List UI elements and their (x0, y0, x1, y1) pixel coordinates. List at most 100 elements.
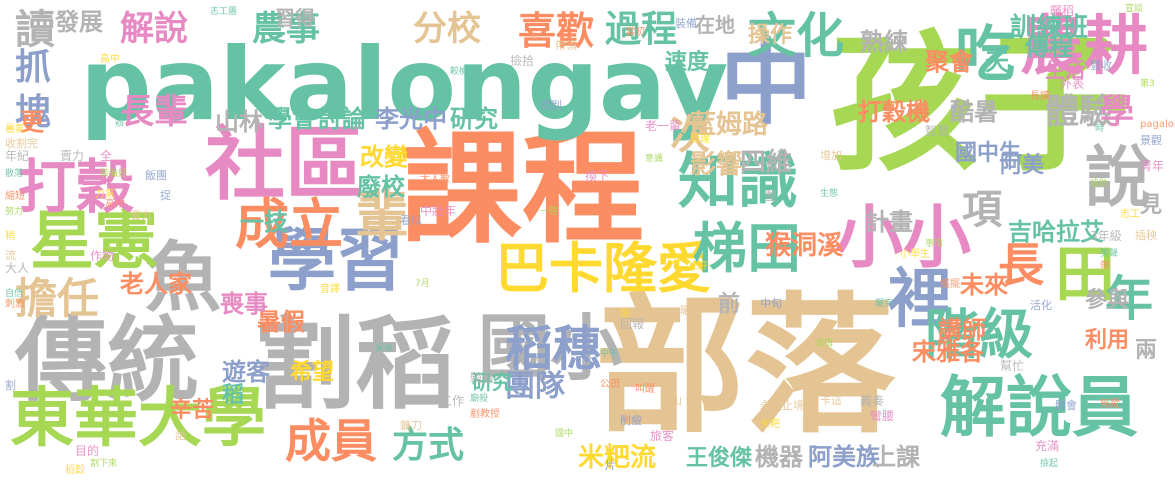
cloud-word: 國中生 (955, 141, 1022, 166)
cloud-word: 抓 (15, 47, 52, 88)
cloud-word-small: 米粑 (760, 419, 780, 430)
cloud-word-small: 宣談 (1125, 4, 1144, 14)
cloud-word: 計畫 (865, 208, 913, 236)
cloud-word-small: 流 (5, 249, 16, 262)
cloud-word: 星憲 (30, 205, 158, 279)
cloud-word-small: 辦 (115, 119, 125, 129)
cloud-word-small: 回報 (620, 317, 645, 331)
cloud-word-small: 提到 (540, 99, 562, 112)
cloud-word: 裡 (888, 263, 952, 337)
cloud-word-small: 景觀 (1140, 134, 1162, 147)
cloud-word: 學會 (268, 105, 316, 133)
cloud-word-small: 拖 (620, 309, 630, 320)
cloud-word-small: 整 (765, 189, 778, 203)
cloud-word-small: 曬完 (875, 299, 894, 309)
cloud-word: 參與 (1085, 288, 1130, 313)
cloud-word: 解說員 (940, 369, 1138, 446)
cloud-word-small: 無蹤 (1100, 399, 1120, 410)
cloud-word: 吉哈拉艾 (1008, 218, 1104, 246)
cloud-word-small: 年紀 (5, 149, 30, 163)
cloud-word: 階級 (925, 303, 1033, 366)
cloud-word-small: 資力 (130, 209, 152, 222)
cloud-word: 長輩 (120, 92, 188, 132)
cloud-word-small: 笑聲 (1100, 249, 1119, 259)
cloud-word: 研究 (450, 105, 498, 133)
cloud-word-small: 裝備 (675, 17, 697, 30)
cloud-word-small: 自信 (5, 289, 24, 299)
cloud-word: 項 (962, 187, 1002, 233)
cloud-word: 更 (20, 108, 44, 136)
cloud-word-small: 高中 (100, 54, 120, 65)
cloud-word: 塊 (15, 92, 52, 133)
cloud-word-small: 永無止境 (760, 399, 804, 412)
cloud-word: 成立 (235, 193, 343, 256)
cloud-word-small: 管理 (690, 134, 710, 145)
cloud-word-small: 青年 (1140, 159, 1165, 173)
cloud-word: 喜歡 (518, 9, 595, 53)
cloud-word: 巴卡隆愛 (495, 237, 711, 300)
cloud-word-small: 帶 (1100, 261, 1110, 272)
cloud-word: 說 (1085, 139, 1151, 216)
cloud-word-small: 3年級 (1090, 229, 1122, 243)
cloud-word-small: 幫忙 (1000, 359, 1025, 373)
cloud-word: 魚 (145, 233, 221, 322)
cloud-word-small: 大人 (5, 261, 30, 275)
cloud-word-small: 增加 (820, 149, 842, 162)
cloud-word: 東華大學 (10, 382, 266, 456)
cloud-word-small: 撿起 (1040, 459, 1059, 469)
cloud-word-small: 一整 (540, 207, 559, 217)
cloud-word-small: 看似 (400, 214, 422, 227)
cloud-word: 文化 (748, 8, 845, 64)
cloud-word-small: 全 (100, 149, 113, 163)
cloud-word: 社區 (205, 118, 365, 211)
cloud-word: 稻 (222, 383, 245, 408)
cloud-word: 天 (985, 48, 1009, 76)
cloud-word: 阿美族 (808, 443, 880, 471)
cloud-word: 米粑流 (578, 443, 657, 473)
cloud-word: 研究 (472, 370, 512, 394)
cloud-word: 見 (1140, 193, 1163, 218)
cloud-word: 打穀機 (858, 98, 930, 126)
cloud-word-small: 事情 (925, 239, 944, 249)
cloud-word: 國小 (478, 306, 623, 390)
cloud-word: 分校 (413, 9, 481, 49)
cloud-word-small: 中旬 (760, 297, 782, 310)
cloud-word: 上課 (872, 443, 920, 471)
cloud-word-small: 上午 (690, 261, 710, 272)
cloud-word-small: 國中 (555, 429, 574, 439)
cloud-word-small: 彎腰 (870, 409, 895, 423)
cloud-word: 宋雅各 (912, 338, 984, 366)
cloud-word-small: 志工團 (210, 7, 238, 17)
cloud-word: 傳程 (1025, 33, 1073, 61)
cloud-word-small: 長鑛 (1030, 91, 1050, 102)
cloud-word-small: 努力 (5, 207, 24, 217)
cloud-word: 李光中 (375, 105, 447, 133)
cloud-word-small: 割下來 (90, 459, 118, 469)
cloud-word: 希望 (290, 360, 335, 385)
cloud-word: 喪事 (220, 290, 268, 318)
cloud-word-small: 較機 (450, 67, 469, 77)
cloud-word: 輩 (355, 185, 409, 248)
cloud-word: 孩子 (830, 18, 1131, 192)
cloud-word: 遊客 (222, 358, 270, 386)
cloud-word-small: 時 (1095, 124, 1105, 134)
cloud-word-small: 卡這 (820, 394, 842, 407)
cloud-word: 小小 (835, 199, 972, 278)
cloud-word: 割稻 (255, 306, 455, 423)
cloud-word: 兩 (1135, 338, 1158, 363)
cloud-word-small: 廟殺 (470, 394, 489, 404)
cloud-word: 聚會 (925, 48, 973, 76)
cloud-word-small: 縮短 (5, 191, 25, 202)
cloud-word: 解說 (120, 9, 188, 49)
cloud-word: 在地 (695, 13, 735, 37)
cloud-word: 部落 (595, 280, 896, 454)
cloud-word-small: 稻穀 (65, 465, 85, 476)
cloud-word: 學 (1100, 92, 1134, 132)
cloud-word-small: 割 (5, 379, 16, 392)
cloud-word-small: 叫醒 (635, 384, 655, 395)
cloud-word-small: 梨山 (660, 394, 682, 407)
cloud-word: 改變 (360, 143, 408, 171)
cloud-word-small: 旅客 (650, 429, 675, 443)
cloud-word-small: 體會 (1055, 399, 1077, 412)
